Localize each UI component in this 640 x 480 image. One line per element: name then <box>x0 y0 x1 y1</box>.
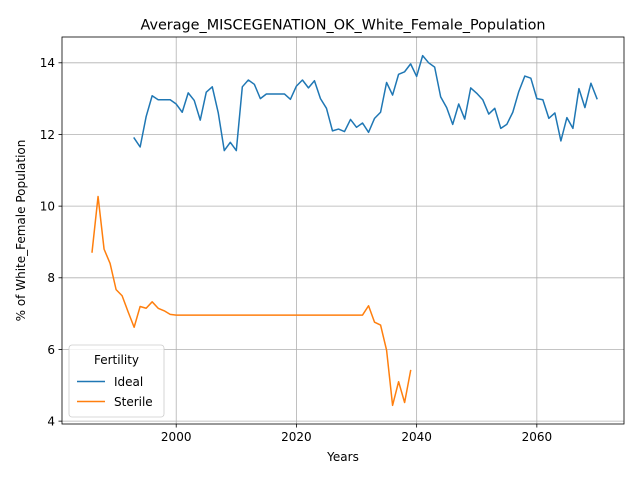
x-tick-label: 2020 <box>281 430 312 444</box>
y-axis-title: % of White_Female Population <box>14 140 28 322</box>
y-tick-label: 12 <box>40 128 55 142</box>
plot-area-frame <box>61 36 625 425</box>
axis-ticks: 2000 2020 2040 2060 4 6 8 10 12 14 <box>40 56 552 444</box>
x-tick-label: 2040 <box>401 430 432 444</box>
legend: Fertility Ideal Sterile <box>68 344 165 418</box>
y-tick-label: 8 <box>47 271 55 285</box>
y-tick-label: 14 <box>40 56 55 70</box>
x-axis-title: Years <box>326 450 359 464</box>
x-tick-label: 2000 <box>161 430 192 444</box>
series-line-sterile <box>91 195 412 407</box>
legend-title: Fertility <box>94 353 139 367</box>
series-lines <box>91 54 598 407</box>
chart-title: Average_MISCEGENATION_OK_White_Female_Po… <box>140 18 545 34</box>
legend-box <box>68 344 165 418</box>
y-tick-label: 4 <box>47 414 55 428</box>
legend-label-sterile: Sterile <box>114 395 153 409</box>
x-tick-label: 2060 <box>522 430 553 444</box>
series-line-ideal <box>133 54 598 152</box>
y-tick-label: 6 <box>47 343 55 357</box>
legend-label-ideal: Ideal <box>114 375 143 389</box>
y-tick-label: 10 <box>40 199 55 213</box>
grid <box>62 37 624 424</box>
